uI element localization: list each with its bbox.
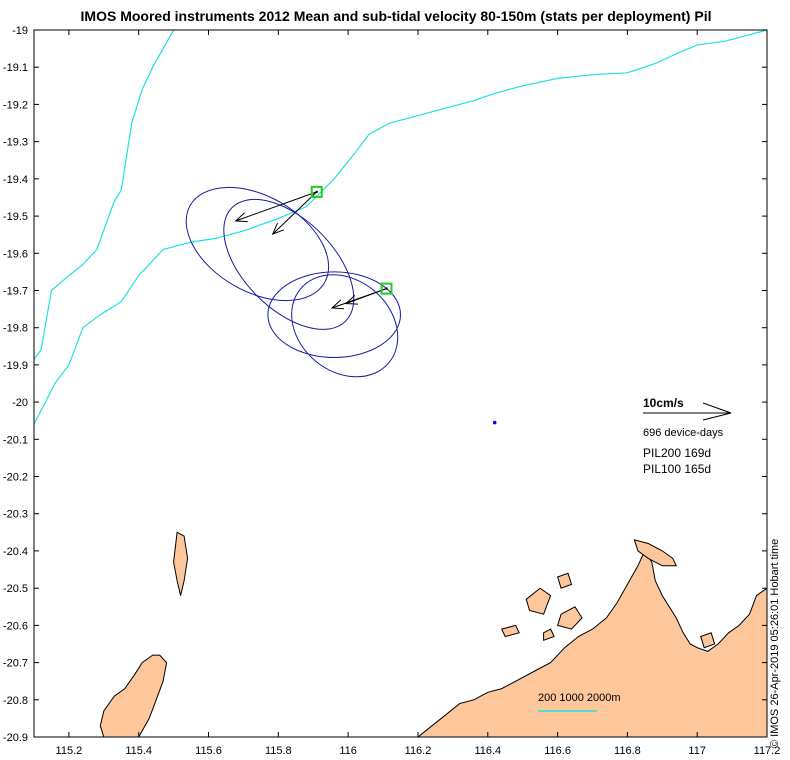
legend: 10cm/s 696 device-days PIL200 169d PIL10… <box>643 396 732 476</box>
station-marker-pil100 <box>380 282 393 295</box>
y-tick-label: -20.4 <box>3 546 28 558</box>
y-tick-label: -19.4 <box>3 174 28 186</box>
legend-entry-pil100: PIL100 165d <box>643 462 711 476</box>
station-point-pil100 <box>385 287 388 290</box>
variance-ellipse-pil100-2 <box>291 274 399 378</box>
variance-ellipse-pil200-1 <box>185 186 330 302</box>
island-mid-2 <box>525 587 552 615</box>
y-tick-label: -19.6 <box>3 248 28 260</box>
y-tick-label: -20.9 <box>3 732 28 744</box>
isolated-point <box>492 420 497 425</box>
y-tick-label: -19.2 <box>3 99 28 111</box>
island-west-small <box>173 531 189 596</box>
arrow-layer <box>234 191 387 310</box>
x-tick-label: 117 <box>688 745 706 757</box>
station-point-pil200 <box>315 190 318 194</box>
y-axis: -19 -19.1 -19.2 -19.3 -19.4 -19.5 -19.6 -19.7 -1… <box>3 25 767 744</box>
subtidal-velocity-arrow-pil100 <box>344 288 387 305</box>
y-tick-label: -20.6 <box>3 620 28 632</box>
subtidal-velocity-arrow-pil200-head <box>271 222 285 235</box>
mean-velocity-arrow-pil100-head <box>330 299 345 310</box>
y-tick-label: -20.7 <box>3 658 28 670</box>
legend-scale-arrow <box>643 402 732 421</box>
legend-scale-label: 10cm/s <box>643 396 684 410</box>
ellipse-layer <box>185 186 402 378</box>
subtidal-velocity-arrow-pil200 <box>271 191 318 235</box>
depth-legend-label: 200 1000 2000m <box>538 692 621 704</box>
subtidal-velocity-arrow-pil100-head <box>344 295 359 305</box>
island-east-spit <box>633 539 677 567</box>
island-east-1 <box>700 632 716 649</box>
x-tick-label: 116.6 <box>544 745 571 757</box>
x-tick-label: 116.2 <box>405 745 432 757</box>
subtidal-velocity-arrow-pil200-shaft <box>272 191 318 235</box>
chart-title: IMOS Moored instruments 2012 Mean and su… <box>81 8 712 24</box>
y-tick-label: -19.8 <box>3 323 28 335</box>
island-west-large <box>99 654 168 737</box>
x-tick-label: 117.2 <box>754 745 781 757</box>
y-tick-label: -19.5 <box>3 211 28 223</box>
x-tick-label: 115.4 <box>125 745 152 757</box>
island-mid-5 <box>543 628 555 642</box>
legend-device-days: 696 device-days <box>643 427 724 439</box>
mean-velocity-arrow-pil200-head <box>234 212 248 223</box>
x-tick-label: 116 <box>339 745 357 757</box>
subtidal-velocity-arrow-pil100-shaft <box>345 288 387 305</box>
x-tick-label: 115.2 <box>56 745 83 757</box>
variance-ellipse-pil200-2 <box>223 198 355 330</box>
copyright-note: © IMOS 26-Apr-2019 05:26:01 Hobart time <box>769 539 781 748</box>
y-tick-label: -20 <box>12 397 28 409</box>
island-mid-3 <box>556 606 583 630</box>
depth-legend: 200 1000 2000m <box>538 692 621 712</box>
y-tick-label: -20.8 <box>3 695 28 707</box>
land-layer <box>99 531 767 737</box>
x-axis: 115.2 115.4 115.6 115.8 116 116.2 116.4 116.6 11… <box>56 30 781 757</box>
x-tick-label: 116.8 <box>614 745 641 757</box>
island-mid-1 <box>556 572 573 589</box>
y-tick-label: -19.7 <box>3 286 28 298</box>
x-tick-label: 116.4 <box>474 745 501 757</box>
y-tick-label: -19.1 <box>3 62 28 74</box>
y-tick-label: -20.1 <box>3 434 28 446</box>
x-tick-label: 115.6 <box>195 745 222 757</box>
y-tick-label: -20.2 <box>3 472 28 484</box>
y-tick-label: -19.9 <box>3 360 28 372</box>
mean-velocity-arrow-pil200-shaft <box>235 191 317 222</box>
isobath-layer <box>34 30 767 425</box>
variance-ellipse-pil100-1 <box>267 271 402 359</box>
isobath-1000m <box>34 30 767 425</box>
plot-frame <box>33 29 768 738</box>
x-tick-label: 115.8 <box>265 745 292 757</box>
island-mid-4 <box>500 624 520 638</box>
isobath-200m <box>34 30 175 360</box>
station-marker-pil200 <box>310 185 323 198</box>
marker-layer <box>310 185 497 425</box>
mean-velocity-arrow-pil200 <box>234 191 317 223</box>
y-tick-label: -19.3 <box>3 137 28 149</box>
y-tick-label: -20.5 <box>3 583 28 595</box>
y-tick-label: -20.3 <box>3 509 28 521</box>
legend-entry-pil200: PIL200 169d <box>643 446 711 460</box>
y-tick-label: -19 <box>12 25 28 37</box>
